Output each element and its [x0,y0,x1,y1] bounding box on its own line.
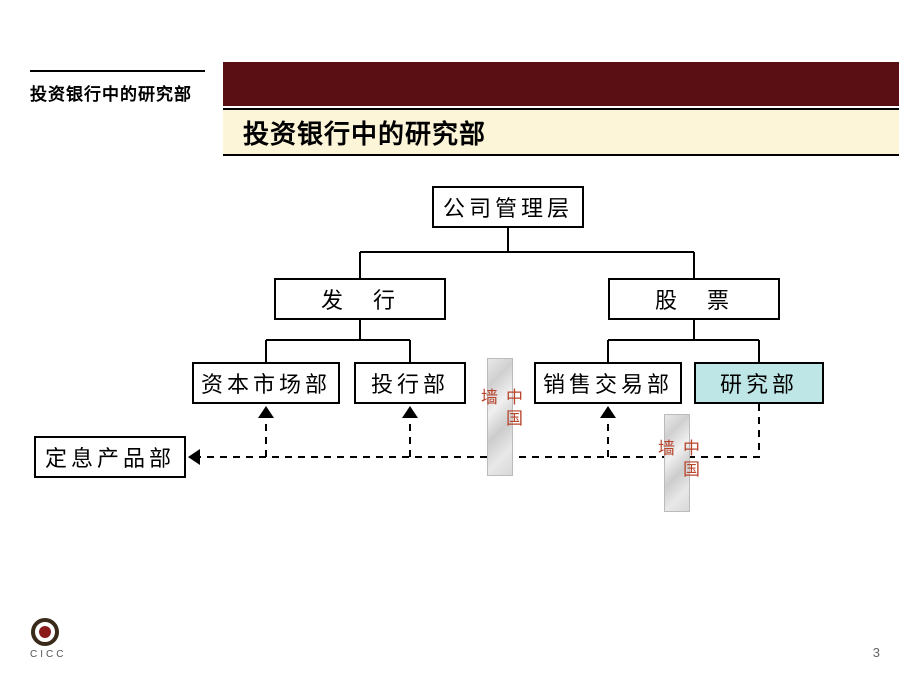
node-capmkt: 资本市场部 [192,362,340,404]
sidebar-title: 投资银行中的研究部 [30,80,205,105]
china-wall-label: 中国墙 [475,388,525,446]
node-ibd: 投行部 [354,362,466,404]
title-band: 投资银行中的研究部 [223,108,899,156]
node-mgmt: 公司管理层 [432,186,584,228]
header-bar [223,62,899,106]
node-sales: 销售交易部 [534,362,682,404]
sidebar-rule [30,70,205,72]
logo-icon [30,617,60,647]
node-stock: 股 票 [608,278,780,320]
slide: 投资银行中的研究部 投资银行中的研究部 公司管理层发 行 股 票资本市场部投行部 销… [0,0,920,690]
china-wall-label: 中国墙 [652,439,702,487]
china-wall-0: 中国墙 [487,358,513,476]
china-wall-1: 中国墙 [664,414,690,512]
node-rsrch: 研究部 [694,362,824,404]
node-issue: 发 行 [274,278,446,320]
node-fixed: 定息产品部 [34,436,186,478]
page-number: 3 [873,645,880,660]
logo-text: CICC [30,649,66,660]
page-title: 投资银行中的研究部 [243,114,486,151]
logo: CICC [30,617,66,660]
